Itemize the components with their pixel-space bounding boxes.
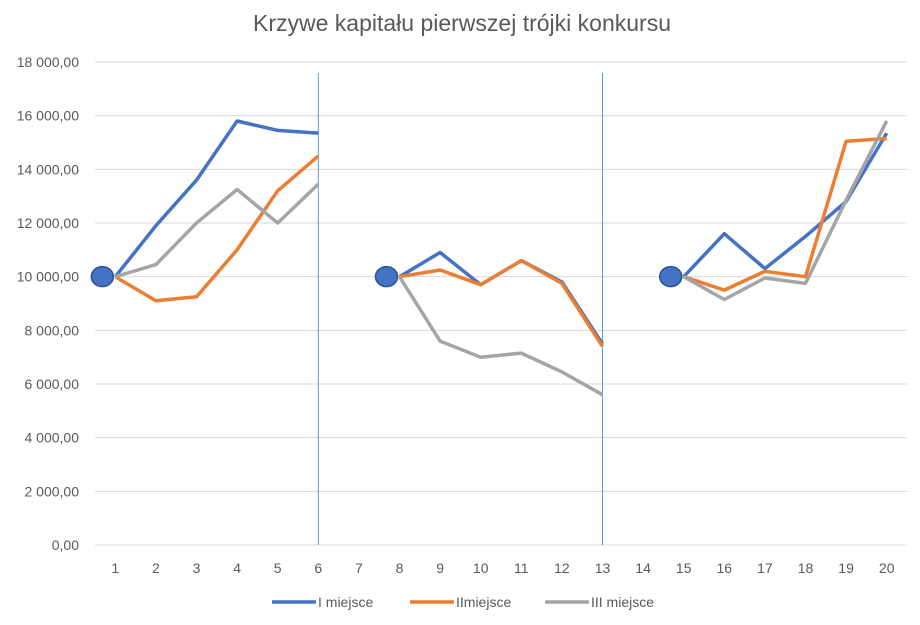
x-tick-label: 15 — [676, 560, 692, 576]
x-tick-label: 18 — [798, 560, 814, 576]
series-line — [682, 132, 889, 278]
x-tick-label: 14 — [635, 560, 651, 576]
x-tick-label: 6 — [314, 560, 322, 576]
round-separators — [317, 73, 603, 545]
x-tick-label: 13 — [595, 560, 611, 576]
x-tick-label: 12 — [554, 560, 570, 576]
legend: I miejsce IImiejsce III miejsce — [272, 594, 654, 610]
x-tick-label: 20 — [879, 560, 895, 576]
start-markers — [90, 265, 683, 288]
y-tick-label: 12 000,00 — [17, 215, 79, 231]
x-tick-label: 9 — [436, 560, 444, 576]
x-tick-label: 3 — [193, 560, 201, 576]
x-tick-label: 4 — [233, 560, 241, 576]
series-line — [113, 119, 319, 278]
x-tick-label: 8 — [396, 560, 404, 576]
y-tick-label: 0,00 — [52, 537, 79, 553]
y-tick-label: 6 000,00 — [25, 376, 80, 392]
y-tick-label: 14 000,00 — [17, 161, 79, 177]
start-marker — [658, 265, 683, 288]
y-tick-label: 16 000,00 — [17, 108, 79, 124]
start-marker — [374, 265, 399, 288]
series-line — [682, 120, 889, 302]
y-tick-label: 2 000,00 — [25, 483, 80, 499]
x-tick-label: 7 — [355, 560, 363, 576]
x-tick-label: 10 — [473, 560, 489, 576]
series-lines — [113, 119, 889, 397]
x-tick-label: 11 — [514, 560, 529, 576]
gridlines — [95, 61, 907, 546]
series-line — [114, 182, 320, 279]
y-tick-label: 8 000,00 — [25, 322, 80, 338]
legend-label: I miejsce — [318, 594, 373, 610]
series-line — [398, 275, 604, 397]
y-tick-label: 18 000,00 — [17, 54, 79, 70]
series-line — [683, 136, 887, 292]
y-tick-label: 4 000,00 — [25, 430, 80, 446]
x-tick-label: 17 — [757, 560, 773, 576]
series-line — [114, 154, 320, 303]
x-tick-label: 5 — [274, 560, 282, 576]
series-line — [399, 258, 604, 348]
y-axis-ticks: 0,00 2 000,00 4 000,00 6 000,00 8 000,00 10 0… — [17, 54, 80, 553]
legend-label: III miejsce — [591, 594, 654, 610]
x-axis-ticks: 1 2 3 4 5 6 7 8 9 10 11 12 13 14 15 16 17 18 19 20 — [111, 560, 894, 576]
legend-label: IImiejsce — [456, 594, 511, 610]
x-tick-label: 16 — [717, 560, 733, 576]
start-marker — [90, 265, 115, 288]
x-tick-label: 1 — [111, 560, 119, 576]
y-tick-label: 10 000,00 — [17, 269, 79, 285]
x-tick-label: 19 — [838, 560, 854, 576]
x-tick-label: 2 — [152, 560, 160, 576]
chart-title: Krzywe kapitału pierwszej trójki konkurs… — [253, 10, 671, 36]
